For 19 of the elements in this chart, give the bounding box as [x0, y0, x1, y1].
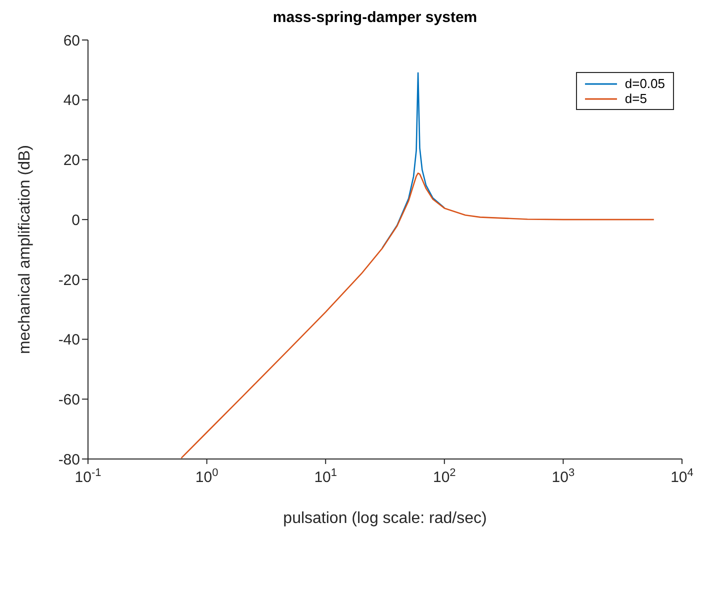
y-tick-label: 0 — [72, 212, 80, 229]
x-tick-label: 10$^{3}$ — [552, 467, 575, 486]
y-tick-label: 60 — [63, 32, 80, 50]
x-tick-label: 10$^{0}$ — [195, 467, 218, 486]
x-tick-label: 10$^{1}$ — [314, 467, 338, 486]
y-tick-label: -60 — [58, 391, 80, 408]
x-axis-title: pulsation (log scale: rad/sec) — [283, 510, 487, 527]
x-tick-label: 10$^{-1}$ — [74, 467, 102, 486]
x-tick-label: 10$^{4}$ — [670, 467, 694, 486]
y-axis-title: mechanical amplification (dB) — [16, 145, 34, 354]
y-tick-label: 20 — [63, 152, 80, 170]
y-tick-label: -40 — [58, 332, 80, 349]
legend-label: d=0.05 — [624, 76, 665, 91]
y-tick-label: -80 — [58, 451, 80, 468]
y-tick-label: 40 — [63, 92, 80, 110]
y-tick-label: -20 — [58, 272, 80, 289]
chart-title: mass-spring-damper system — [272, 8, 478, 28]
legend-label: d=5 — [624, 91, 647, 106]
x-tick-label: 10$^{2}$ — [432, 467, 456, 486]
